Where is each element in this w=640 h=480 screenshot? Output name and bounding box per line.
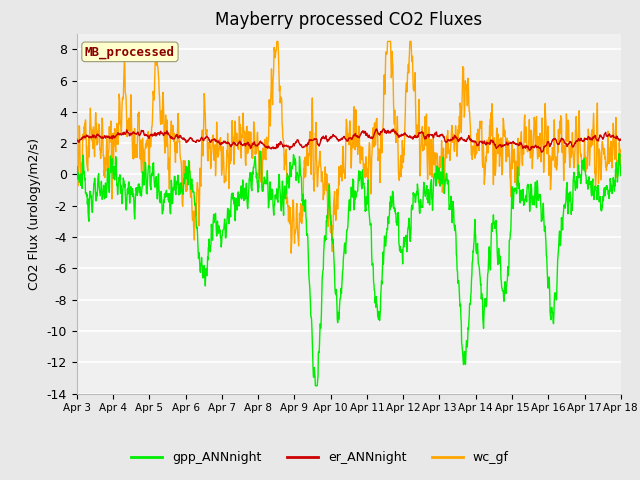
Text: MB_processed: MB_processed (85, 45, 175, 59)
Legend: gpp_ANNnight, er_ANNnight, wc_gf: gpp_ANNnight, er_ANNnight, wc_gf (126, 446, 514, 469)
Y-axis label: CO2 Flux (urology/m2/s): CO2 Flux (urology/m2/s) (28, 138, 41, 289)
Title: Mayberry processed CO2 Fluxes: Mayberry processed CO2 Fluxes (215, 11, 483, 29)
